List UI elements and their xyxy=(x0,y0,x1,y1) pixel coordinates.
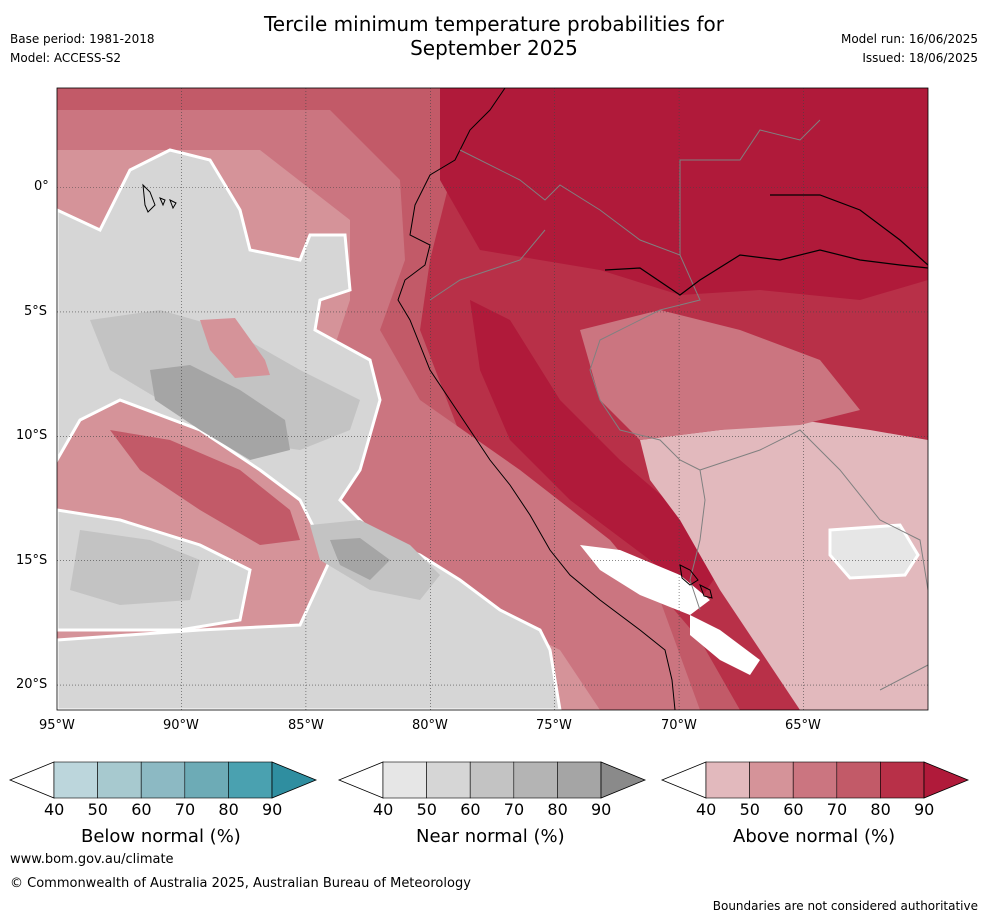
colorbar-above-segment xyxy=(792,761,838,799)
colorbar-above-low-extend xyxy=(660,761,707,799)
field-below-40-lake xyxy=(580,545,710,615)
colorbar-below-low-extend xyxy=(8,761,55,799)
lon-label-70w: 70°W xyxy=(661,718,697,733)
colorbar-below-tick: 60 xyxy=(131,800,152,819)
colorbar-near-segment xyxy=(513,761,558,799)
lon-label-85w: 85°W xyxy=(288,718,324,733)
lon-label-65w: 65°W xyxy=(785,718,821,733)
lat-label-15s: 15°S xyxy=(16,553,48,568)
colorbar-below-tick: 70 xyxy=(174,800,196,819)
colorbar-near-segment xyxy=(426,761,471,799)
field-near-60 xyxy=(90,310,360,450)
lon-label-95w: 95°W xyxy=(39,718,75,733)
colorbar-near-segment xyxy=(469,761,515,799)
model-run-text: Model run: 16/06/2025 xyxy=(840,32,978,46)
footer-disclaimer: Boundaries are not considered authoritat… xyxy=(712,899,978,913)
field-above-60-east xyxy=(580,310,860,440)
colorbar-above-segment xyxy=(880,761,925,799)
colorbar-below-segment xyxy=(184,761,229,799)
colorbar-above-segment xyxy=(836,761,881,799)
colorbar-below-tick: 90 xyxy=(262,800,283,819)
colorbar-below-normal xyxy=(8,761,318,799)
title-line-2: September 2025 xyxy=(410,36,578,60)
colorbar-above-normal xyxy=(660,761,970,799)
colorbar-label-near: Near normal (%) xyxy=(416,826,565,847)
field-near-60-sw xyxy=(70,530,200,605)
lon-label-75w: 75°W xyxy=(536,718,572,733)
colorbar-below-segment xyxy=(53,761,98,799)
footer-url: www.bom.gov.au/climate xyxy=(10,852,174,867)
colorbar-above-tick: 80 xyxy=(870,800,891,819)
colorbar-below-high-extend xyxy=(271,761,318,799)
colorbar-above-segment xyxy=(749,761,794,799)
map-title: Tercile minimum temperature probabilitie… xyxy=(0,12,988,60)
base-period-text: Base period: 1981-2018 xyxy=(10,32,155,46)
lon-label-90w: 90°W xyxy=(163,718,199,733)
lat-label-20s: 20°S xyxy=(16,677,48,692)
map-frame xyxy=(56,87,929,711)
colorbar-above-high-extend xyxy=(923,761,970,799)
colorbar-near-tick: 70 xyxy=(503,800,525,819)
field-above-90-andes xyxy=(470,300,720,600)
colorbar-near-tick: 80 xyxy=(547,800,568,819)
title-line-1: Tercile minimum temperature probabilitie… xyxy=(263,12,725,36)
map-gridlines xyxy=(57,88,928,710)
probability-map xyxy=(56,87,929,711)
colorbar-below-segment xyxy=(228,761,273,799)
country-borders xyxy=(429,119,928,691)
field-above-70-ocean xyxy=(110,430,300,545)
lat-label-0: 0° xyxy=(34,179,49,194)
field-above-90-north xyxy=(440,88,928,300)
amazon-river xyxy=(604,194,928,296)
coastline xyxy=(397,88,676,710)
colorbar-above-tick: 70 xyxy=(826,800,848,819)
colorbar-near-normal xyxy=(337,761,647,799)
colorbar-near-high-extend xyxy=(600,761,647,799)
model-text: Model: ACCESS-S2 xyxy=(10,51,122,65)
colorbar-label-below: Below normal (%) xyxy=(81,826,241,847)
issued-text: Issued: 18/06/2025 xyxy=(862,51,978,65)
colorbar-below-tick: 40 xyxy=(44,800,65,819)
galapagos-islands xyxy=(142,183,177,213)
colorbar-near-tick: 50 xyxy=(416,800,437,819)
colorbar-below-tick: 50 xyxy=(87,800,108,819)
colorbar-near-segment xyxy=(557,761,602,799)
colorbar-below-segment xyxy=(140,761,186,799)
colorbar-above-tick: 90 xyxy=(914,800,935,819)
colorbar-label-above: Above normal (%) xyxy=(733,826,896,847)
colorbar-above-tick: 40 xyxy=(696,800,717,819)
colorbar-above-tick: 60 xyxy=(783,800,804,819)
colorbar-near-tick: 40 xyxy=(373,800,394,819)
footer-copyright: © Commonwealth of Australia 2025, Austra… xyxy=(10,876,471,891)
field-above-50-patch xyxy=(200,318,270,378)
field-near-40-east xyxy=(828,523,920,580)
lat-label-10s: 10°S xyxy=(16,428,48,443)
colorbar-below-tick: 80 xyxy=(218,800,239,819)
colorbar-near-tick: 60 xyxy=(460,800,481,819)
lat-label-5s: 5°S xyxy=(24,304,48,319)
colorbar-near-tick: 90 xyxy=(591,800,612,819)
colorbar-near-segment xyxy=(382,761,427,799)
lake-titicaca xyxy=(679,564,713,599)
field-above-40-east xyxy=(640,420,928,710)
lon-label-80w: 80°W xyxy=(412,718,448,733)
colorbar-above-segment xyxy=(705,761,750,799)
field-near-70-south xyxy=(330,538,390,580)
probability-fields xyxy=(57,88,928,710)
colorbar-above-tick: 50 xyxy=(739,800,760,819)
colorbar-below-segment xyxy=(97,761,142,799)
colorbar-near-low-extend xyxy=(337,761,384,799)
field-below-40-altiplano xyxy=(690,615,760,675)
